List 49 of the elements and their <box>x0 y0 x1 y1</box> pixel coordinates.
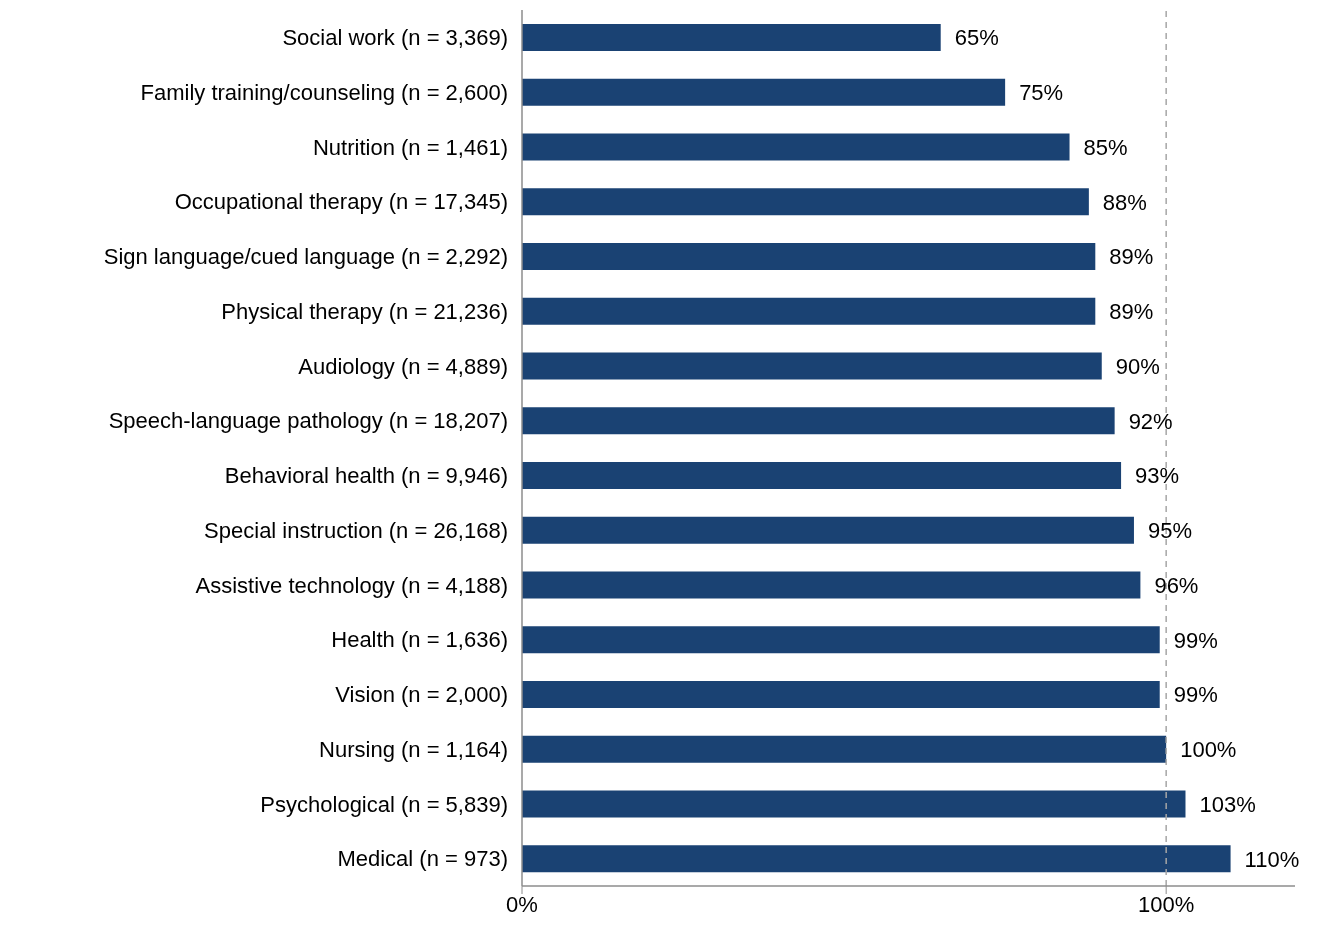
data-label: 103% <box>1199 791 1256 817</box>
bar <box>522 243 1096 270</box>
bar <box>522 462 1122 489</box>
data-label: 90% <box>1115 353 1160 379</box>
bar <box>522 78 1006 106</box>
bar <box>522 516 1134 544</box>
data-label: 92% <box>1128 408 1173 434</box>
data-label: 88% <box>1102 189 1147 215</box>
bar <box>522 352 1102 380</box>
y-tick-label: Sign language/cued language (n = 2,292) <box>103 244 508 270</box>
data-label: 96% <box>1154 572 1199 598</box>
y-tick-label: Social work (n = 3,369) <box>282 25 508 51</box>
y-tick-label: Audiology (n = 4,889) <box>298 353 508 379</box>
y-tick-label: Assistive technology (n = 4,188) <box>195 572 508 598</box>
data-label: 65% <box>954 25 999 51</box>
y-tick-label: Speech-language pathology (n = 18,207) <box>108 408 508 434</box>
bar <box>522 845 1231 873</box>
y-tick-label: Occupational therapy (n = 17,345) <box>174 189 508 215</box>
data-label: 100% <box>1180 737 1237 763</box>
bar <box>522 626 1160 654</box>
bar <box>522 297 1096 325</box>
bar <box>522 681 1160 708</box>
data-label: 89% <box>1109 244 1154 270</box>
data-label: 99% <box>1173 682 1218 708</box>
bar <box>522 24 941 51</box>
y-tick-label: Nutrition (n = 1,461) <box>312 134 508 160</box>
x-tick-label: 0% <box>506 891 538 917</box>
bar <box>522 735 1167 763</box>
bar <box>522 571 1141 599</box>
y-tick-label: Health (n = 1,636) <box>331 627 508 653</box>
bar <box>522 133 1070 161</box>
y-tick-label: Nursing (n = 1,164) <box>319 736 508 762</box>
y-tick-label: Psychological (n = 5,839) <box>260 791 508 817</box>
y-tick-label: Behavioral health (n = 9,946) <box>224 463 508 489</box>
y-tick-label: Special instruction (n = 26,168) <box>204 517 508 543</box>
data-label: 93% <box>1135 463 1180 489</box>
bar <box>522 188 1089 216</box>
data-label: 89% <box>1109 299 1154 325</box>
data-label: 85% <box>1083 134 1128 160</box>
bar <box>522 407 1115 435</box>
data-label: 99% <box>1173 627 1218 653</box>
data-label: 95% <box>1147 518 1193 544</box>
bar <box>522 790 1186 818</box>
y-tick-label: Vision (n = 2,000) <box>335 682 508 708</box>
y-tick-label: Physical therapy (n = 21,236) <box>221 298 508 324</box>
y-tick-label: Medical (n = 973) <box>337 846 508 872</box>
y-tick-label: Family training/counseling (n = 2,600) <box>140 79 508 105</box>
data-label: 110% <box>1244 846 1300 872</box>
data-label: 75% <box>1019 80 1064 106</box>
